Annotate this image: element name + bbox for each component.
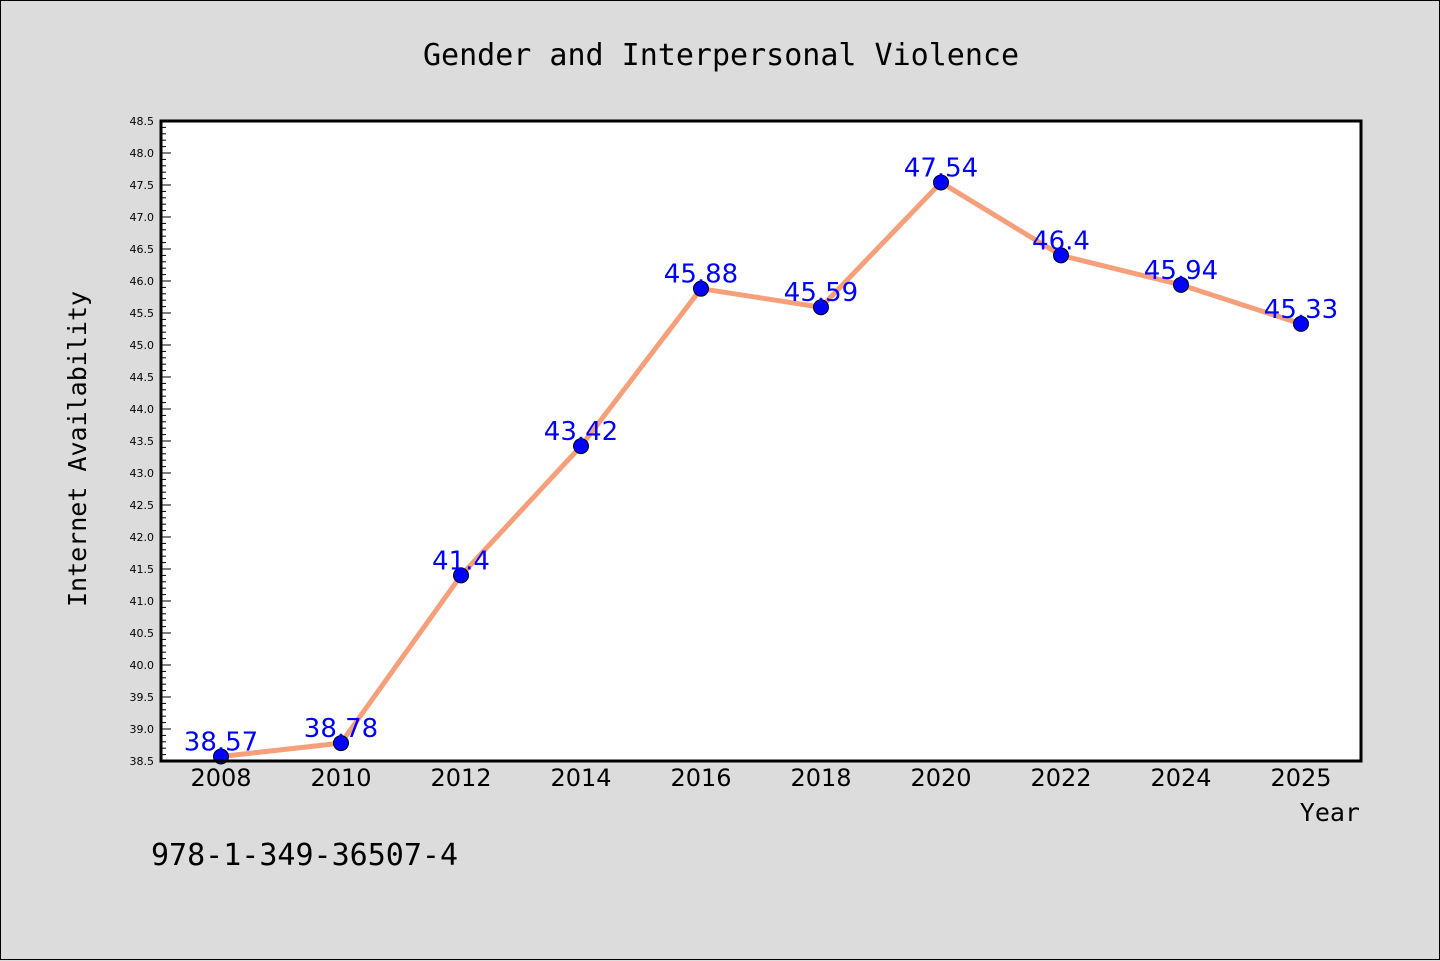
data-label: 45.33 [1264, 295, 1338, 325]
data-label: 43.42 [544, 417, 618, 447]
y-tick-label: 46.0 [130, 275, 155, 288]
y-tick-label: 43.0 [130, 467, 155, 480]
data-point [333, 735, 349, 752]
y-tick-label: 47.5 [130, 179, 155, 192]
isbn-footer: 978-1-349-36507-4 [151, 838, 458, 873]
data-label: 46.4 [1032, 226, 1090, 256]
y-tick-label: 47.0 [130, 211, 155, 224]
y-tick-label: 48.0 [130, 147, 155, 160]
data-point [1293, 315, 1309, 332]
x-axis: 2008 2010 2012 2014 2016 2018 2020 2022 2024 2025 [190, 764, 1331, 792]
x-tick-label: 2020 [910, 764, 971, 792]
y-axis-label: Internet Availability [63, 291, 92, 607]
x-tick-label: 2012 [430, 764, 491, 792]
chart-title: Gender and Interpersonal Violence [423, 38, 1019, 73]
y-tick-label: 42.0 [130, 531, 155, 544]
y-tick-label: 43.5 [130, 435, 155, 448]
y-tick-label: 39.5 [130, 691, 155, 704]
data-label: 47.54 [904, 153, 978, 183]
y-tick-label: 42.5 [130, 499, 155, 512]
x-tick-label: 2024 [1150, 764, 1211, 792]
y-tick-label: 40.0 [130, 659, 155, 672]
x-axis-label: Year [1300, 798, 1360, 827]
x-tick-label: 2010 [310, 764, 371, 792]
series-line-group: 38.57 38.78 41.4 43.42 45.88 45.59 47.54 46.4 45… [184, 153, 1338, 765]
data-label: 38.57 [184, 728, 258, 758]
y-tick-label: 46.5 [130, 243, 155, 256]
y-tick-label: 48.5 [130, 115, 155, 128]
y-tick-label: 39.0 [130, 723, 155, 736]
y-tick-label: 45.0 [130, 339, 155, 352]
plot-border [159, 119, 1363, 763]
x-tick-label: 2014 [550, 764, 611, 792]
y-tick-label: 41.0 [130, 595, 155, 608]
data-point [453, 567, 469, 584]
data-label: 41.4 [432, 546, 490, 576]
y-tick-label: 45.5 [130, 307, 155, 320]
data-point [573, 438, 589, 455]
data-point [1173, 276, 1189, 293]
x-tick-label: 2018 [790, 764, 851, 792]
y-tick-label: 41.5 [130, 563, 155, 576]
data-point [693, 280, 709, 297]
data-label: 45.88 [664, 260, 738, 290]
y-tick-label: 44.0 [130, 403, 155, 416]
y-axis: 38.5 39.0 39.5 40.0 40.5 41.0 41.5 42.0 42.5 43.0… [130, 115, 171, 768]
x-tick-label: 2016 [670, 764, 731, 792]
data-label: 38.78 [304, 714, 378, 744]
plot-area [161, 121, 1361, 761]
series-line [218, 179, 1304, 760]
x-tick-label: 2022 [1030, 764, 1091, 792]
x-tick-label: 2025 [1270, 764, 1331, 792]
x-tick-label: 2008 [190, 764, 251, 792]
y-tick-label: 38.5 [130, 755, 155, 768]
data-point [813, 299, 829, 316]
y-tick-label: 44.5 [130, 371, 155, 384]
data-point [933, 174, 949, 191]
data-label: 45.94 [1144, 256, 1218, 286]
data-point [1053, 247, 1069, 264]
data-label: 45.59 [784, 278, 858, 308]
y-tick-label: 40.5 [130, 627, 155, 640]
